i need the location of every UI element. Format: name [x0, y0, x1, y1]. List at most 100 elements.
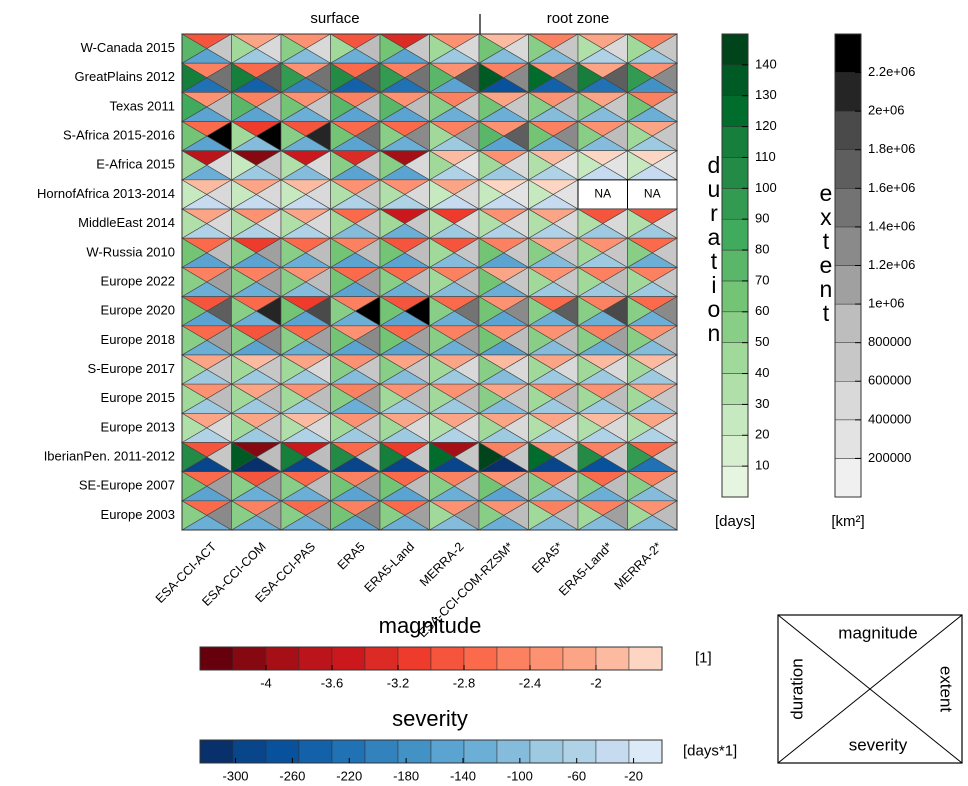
row-label: Europe 2003	[101, 507, 175, 522]
duration-triangle	[379, 354, 406, 385]
duration-triangle	[577, 325, 604, 356]
duration-triangle	[577, 471, 604, 502]
colorbar-segment	[834, 419, 862, 459]
duration-triangle	[231, 33, 257, 64]
duration-triangle	[231, 325, 257, 356]
duration-triangle	[478, 237, 505, 268]
duration-triangle	[330, 121, 356, 152]
colorbar-segment	[364, 739, 399, 764]
colorbar-segment	[529, 646, 564, 671]
duration-triangle	[627, 33, 653, 64]
heatmap-frame	[181, 33, 678, 531]
colorbar-unit: [days]	[715, 513, 755, 530]
duration-triangle	[379, 150, 406, 181]
colorbar-segment	[834, 458, 862, 498]
duration-triangle	[429, 237, 455, 268]
na-cell	[627, 179, 678, 210]
duration-triangle	[627, 62, 653, 93]
duration-triangle	[379, 179, 406, 210]
column-label: MERRA-2*	[612, 539, 665, 592]
colorbar-segment	[721, 311, 749, 343]
colorbar-segment	[721, 404, 749, 436]
duration-triangle	[478, 121, 505, 152]
colorbar-tick-label: 1.4e+06	[868, 218, 915, 233]
duration-triangle	[528, 237, 554, 268]
colorbar-segment	[834, 33, 862, 73]
colorbar-tick-label: 100	[755, 180, 777, 195]
colorbar-tick-label: 120	[755, 118, 777, 133]
duration-triangle	[280, 325, 307, 356]
legend-diagonal	[777, 614, 963, 764]
duration-triangle	[528, 500, 554, 531]
colorbar-tick-label: 20	[755, 427, 769, 442]
duration-triangle	[478, 33, 505, 64]
duration-triangle	[231, 62, 257, 93]
duration-triangle	[577, 441, 604, 473]
row-label: MiddleEast 2014	[78, 215, 175, 230]
colorbar-title: duration	[701, 152, 727, 344]
duration-triangle	[577, 412, 604, 443]
colorbar-tick-label: 800000	[868, 334, 911, 349]
duration-triangle	[280, 237, 307, 268]
duration-triangle	[429, 441, 455, 473]
duration-triangle	[528, 208, 554, 239]
duration-triangle	[627, 237, 653, 268]
duration-triangle	[528, 33, 554, 64]
colorbar-segment	[721, 435, 749, 467]
row-label: W-Canada 2015	[81, 40, 175, 55]
colorbar-tick-label: 1.2e+06	[868, 257, 915, 272]
duration-triangle	[280, 91, 307, 123]
duration-triangle	[379, 441, 406, 473]
duration-triangle	[330, 266, 356, 298]
legend-label: duration	[787, 658, 806, 719]
duration-triangle	[528, 471, 554, 502]
colorbar-tick-label: 2e+06	[868, 103, 905, 118]
duration-triangle	[231, 412, 257, 443]
colorbar-segment	[364, 646, 399, 671]
duration-triangle	[528, 383, 554, 414]
colorbar-segment	[834, 381, 862, 421]
colorbar-segment	[562, 646, 597, 671]
duration-triangle	[280, 412, 307, 443]
colorbar-tick-label: 600000	[868, 373, 911, 388]
duration-triangle	[280, 500, 307, 531]
na-label: NA	[644, 187, 661, 201]
duration-triangle	[231, 296, 257, 327]
duration-triangle	[330, 471, 356, 502]
duration-triangle	[429, 62, 455, 93]
duration-triangle	[577, 296, 604, 327]
colorbar-segment	[331, 646, 366, 671]
colorbar-segment	[463, 646, 498, 671]
duration-triangle	[379, 237, 406, 268]
duration-triangle	[528, 354, 554, 385]
colorbar-segment	[430, 646, 465, 671]
duration-triangle	[280, 441, 307, 473]
duration-triangle	[330, 412, 356, 443]
colorbar-tick-label: -2	[590, 675, 602, 690]
colorbar-segment	[595, 739, 630, 764]
duration-triangle	[478, 354, 505, 385]
duration-triangle	[280, 62, 307, 93]
duration-triangle	[379, 471, 406, 502]
colorbar-segment	[529, 739, 564, 764]
colorbar-tick-label: -140	[450, 768, 476, 783]
colorbar-tick-label: -3.6	[321, 675, 343, 690]
column-label: ERA5	[335, 540, 368, 573]
colorbar-tick-label: -2.8	[453, 675, 475, 690]
duration-triangle	[429, 354, 455, 385]
duration-triangle	[478, 208, 505, 239]
duration-triangle	[231, 150, 257, 181]
duration-triangle	[330, 91, 356, 123]
duration-triangle	[280, 33, 307, 64]
colorbar-segment	[721, 126, 749, 158]
duration-triangle	[627, 500, 653, 531]
duration-triangle	[379, 91, 406, 123]
duration-triangle	[478, 179, 505, 210]
duration-triangle	[280, 296, 307, 327]
colorbar-title: magnitude	[379, 613, 482, 638]
colorbar-tick-label: 40	[755, 365, 769, 380]
row-label: Europe 2022	[101, 273, 175, 288]
duration-triangle	[478, 62, 505, 93]
duration-triangle	[478, 471, 505, 502]
duration-triangle	[627, 91, 653, 123]
